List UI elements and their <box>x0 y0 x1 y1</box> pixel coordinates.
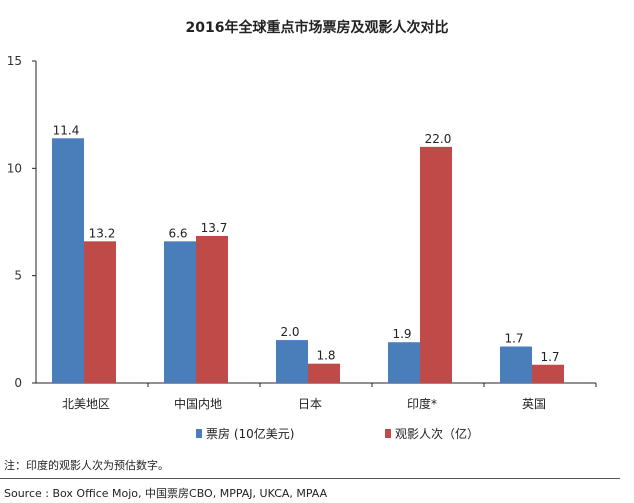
x-tick-label: 英国 <box>522 397 546 411</box>
x-tick-label: 印度* <box>407 396 437 411</box>
data-label: 13.7 <box>201 221 228 235</box>
bar-admissions <box>196 235 228 383</box>
legend: 票房 (10亿美元) 观影人次（亿） <box>196 426 479 441</box>
bar-admissions <box>532 364 564 383</box>
x-tick-label: 日本 <box>298 397 322 411</box>
data-label: 22.0 <box>425 132 452 146</box>
data-label: 13.2 <box>89 226 116 240</box>
y-tick-label: 15 <box>7 54 22 68</box>
bar-admissions <box>84 241 116 383</box>
data-label: 1.7 <box>504 332 523 346</box>
data-label: 1.8 <box>316 349 335 363</box>
x-tick-label: 北美地区 <box>62 397 110 411</box>
legend-swatch <box>196 429 202 438</box>
data-label: 2.0 <box>280 325 299 339</box>
plot-area: 0 5 10 15 11.4 13.2 北美地区 6.6 13.7 中国内地 2.0 1.8 日本 1.9… <box>7 54 597 411</box>
y-tick-label: 10 <box>7 161 22 175</box>
footnote: 注：印度的观影人次为预估数字。 <box>4 459 169 472</box>
bar-admissions <box>308 363 340 383</box>
chart-title: 2016年全球重点市场票房及观影人次对比 <box>186 19 449 36</box>
bar-box-office <box>500 346 532 383</box>
data-label: 6.6 <box>168 226 187 240</box>
x-tick-label: 中国内地 <box>174 396 222 411</box>
source-line: Source : Box Office Mojo, 中国票房CBO, MPPAJ… <box>4 487 328 500</box>
bar-box-office <box>388 342 420 383</box>
legend-label: 观影人次（亿） <box>395 426 479 441</box>
data-label: 1.9 <box>392 327 411 341</box>
y-tick-label: 0 <box>14 376 22 390</box>
data-label: 1.7 <box>540 350 559 364</box>
legend-swatch <box>385 429 391 438</box>
bar-box-office <box>52 138 84 383</box>
legend-label: 票房 (10亿美元) <box>206 426 294 441</box>
bar-box-office <box>164 241 196 383</box>
y-tick-label: 5 <box>14 269 22 283</box>
bar-box-office <box>276 340 308 383</box>
bar-admissions <box>420 146 452 383</box>
footer-divider <box>0 478 620 479</box>
chart: 2016年全球重点市场票房及观影人次对比 0 5 10 15 11.4 13.2 北美地区 6… <box>7 19 597 441</box>
data-label: 11.4 <box>53 123 80 137</box>
